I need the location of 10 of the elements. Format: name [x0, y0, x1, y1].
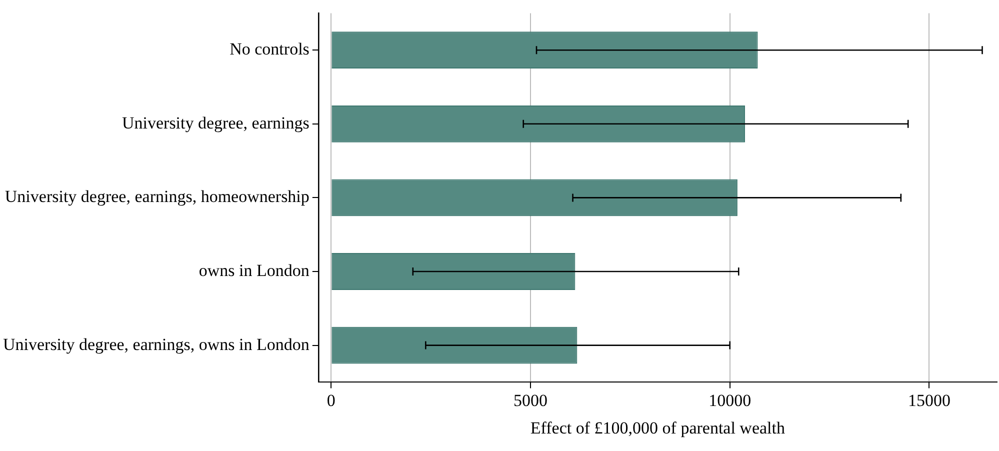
x-tick-label: 5000	[514, 390, 548, 410]
y-tick-label: University degree, earnings, owns in London	[2, 334, 310, 354]
y-tick-label: No controls	[230, 40, 310, 59]
x-tick-label: 10000	[708, 390, 752, 410]
y-tick-label: University degree, earnings, homeownership	[4, 187, 310, 206]
x-axis-title: Effect of £100,000 of parental wealth	[530, 418, 786, 438]
y-tick-label: University degree, earnings	[122, 113, 310, 132]
y-tick-label: owns in London	[198, 260, 310, 280]
x-tick-label: 15000	[908, 390, 950, 410]
x-tick-label: 0	[326, 390, 336, 410]
